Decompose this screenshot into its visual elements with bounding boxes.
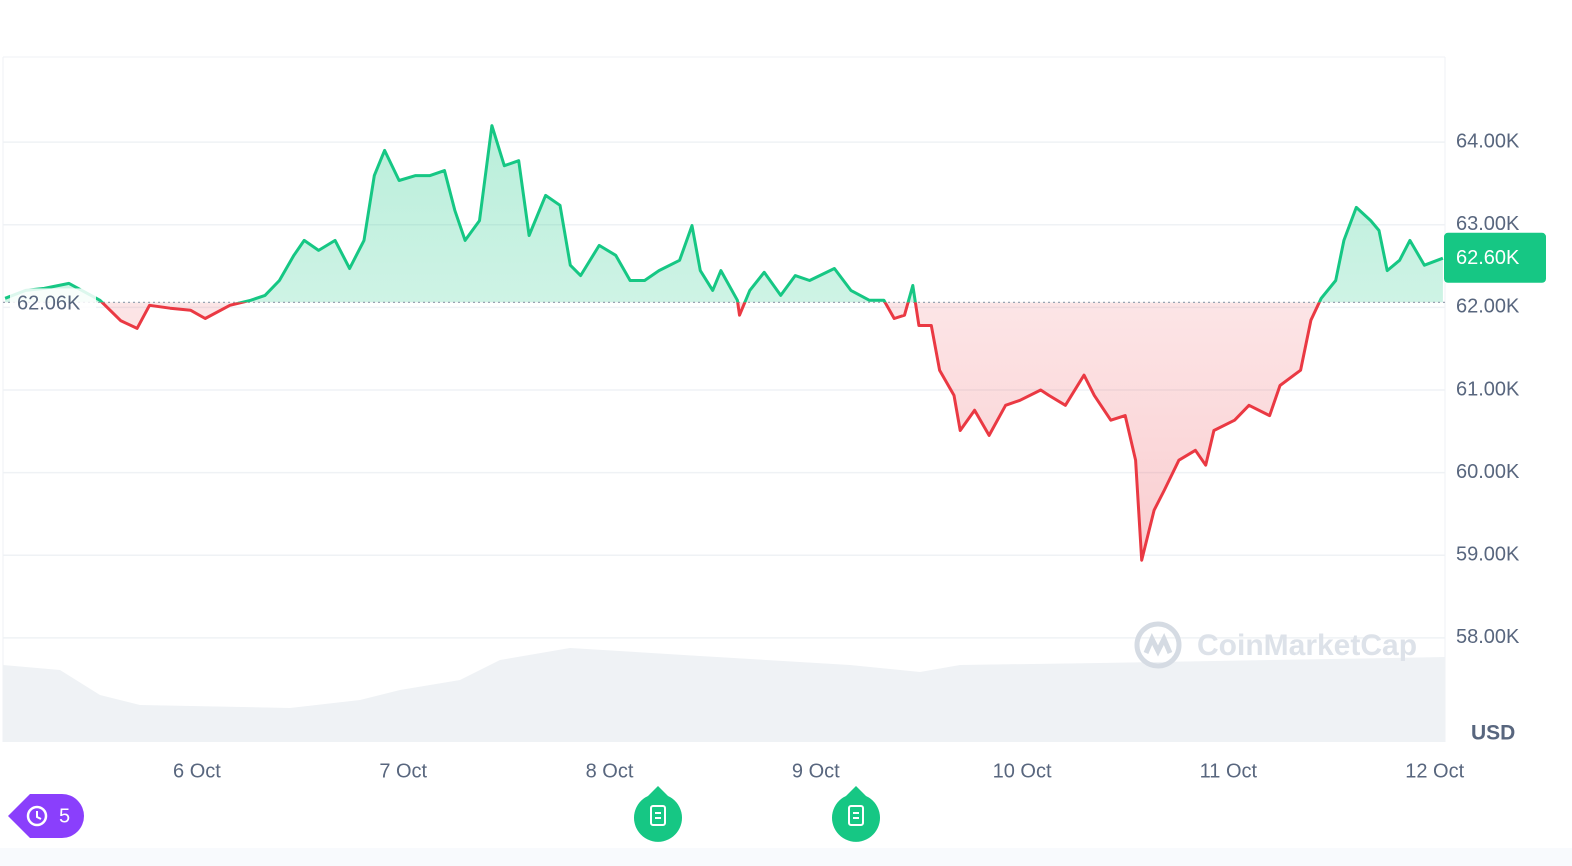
currency-label: USD — [1471, 722, 1515, 745]
event-marker[interactable] — [634, 786, 682, 842]
area-down — [102, 302, 1320, 561]
history-count: 5 — [59, 805, 70, 827]
x-tick-label: 11 Oct — [1200, 760, 1258, 782]
watermark: CoinMarketCap — [1197, 629, 1417, 662]
watermark-logo — [1134, 621, 1182, 669]
reference-label: 62.06K — [17, 293, 81, 315]
y-tick-label: 60.00K — [1456, 461, 1520, 483]
history-badge[interactable]: 5 — [8, 794, 84, 838]
price-line-down — [100, 302, 1321, 562]
price-line-up — [4, 124, 1444, 303]
current-price-label: 62.60K — [1456, 247, 1520, 269]
y-tick-label: 64.00K — [1456, 130, 1520, 152]
x-tick-label: 10 Oct — [993, 760, 1052, 782]
x-tick-label: 6 Oct — [173, 760, 221, 782]
volume-area — [3, 648, 1445, 742]
area-up — [5, 125, 1443, 303]
y-tick-label: 58.00K — [1456, 626, 1520, 648]
y-tick-label: 63.00K — [1456, 213, 1520, 235]
x-tick-label: 8 Oct — [586, 760, 634, 782]
reference-label-bg — [10, 288, 96, 317]
x-tick-label: 7 Oct — [379, 760, 427, 782]
current-price-badge — [1444, 232, 1546, 283]
y-tick-label: 61.00K — [1456, 378, 1520, 400]
x-tick-label: 12 Oct — [1405, 760, 1464, 782]
event-marker[interactable] — [832, 786, 880, 842]
x-tick-label: 9 Oct — [792, 760, 840, 782]
range-strip — [0, 848, 1572, 866]
y-tick-label: 62.00K — [1456, 296, 1520, 318]
y-tick-label: 59.00K — [1456, 544, 1520, 566]
